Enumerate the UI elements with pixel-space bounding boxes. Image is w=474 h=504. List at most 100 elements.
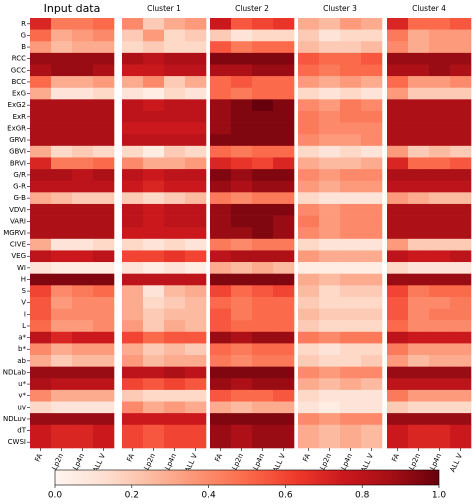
heatmap-cell	[72, 110, 94, 123]
heatmap-cell	[72, 389, 94, 402]
y-tick-label: V	[21, 299, 26, 307]
heatmap-cell	[210, 343, 232, 356]
heatmap-cell	[185, 64, 207, 77]
heatmap-cell	[387, 180, 409, 193]
heatmap-cell	[51, 331, 73, 344]
heatmap-cell	[185, 436, 207, 449]
heatmap-cell	[273, 41, 295, 54]
x-tick-label: Lp4n	[72, 452, 87, 471]
heatmap-cell	[185, 273, 207, 286]
heatmap-cell	[450, 413, 472, 426]
heatmap-cell	[122, 215, 144, 228]
heatmap-cell	[361, 378, 383, 391]
y-tick-label: v*	[18, 392, 26, 400]
heatmap-cell	[51, 320, 73, 333]
heatmap-cell	[185, 366, 207, 379]
heatmap-cell	[30, 262, 52, 274]
heatmap-cell	[231, 262, 253, 274]
heatmap-cell	[361, 250, 383, 263]
heatmap-cell	[30, 413, 52, 426]
heatmap-cell	[122, 192, 144, 205]
heatmap-cell	[340, 366, 362, 379]
heatmap-cell	[319, 64, 341, 77]
heatmap-cell	[143, 355, 165, 367]
heatmap-cell	[93, 227, 115, 240]
heatmap-cell	[122, 169, 144, 182]
heatmap-cell	[231, 308, 253, 321]
heatmap-cell	[408, 320, 430, 333]
y-tick-label: NDLuv	[3, 415, 26, 423]
heatmap-cell	[252, 203, 274, 216]
heatmap-cell	[51, 64, 73, 77]
heatmap-cell	[51, 192, 73, 205]
heatmap-cell	[408, 76, 430, 89]
heatmap-cell	[319, 366, 341, 379]
heatmap-cell	[30, 308, 52, 321]
y-tick-label: VEG	[11, 252, 26, 260]
heatmap-cell	[450, 320, 472, 333]
x-tick-label: Lp2n	[408, 452, 423, 471]
heatmap-cell	[361, 262, 383, 274]
heatmap-cell	[361, 413, 383, 426]
heatmap-cell	[450, 18, 472, 30]
heatmap-cell	[93, 122, 115, 135]
heatmap-cell	[93, 378, 115, 391]
heatmap-cell	[252, 99, 274, 112]
heatmap-cell	[252, 308, 274, 321]
heatmap-cell	[231, 110, 253, 123]
heatmap-cell	[72, 29, 94, 42]
heatmap-cell	[340, 320, 362, 333]
heatmap-cell	[185, 331, 207, 344]
heatmap-cell	[210, 122, 232, 135]
heatmap-cell	[387, 413, 409, 426]
y-tick-label: R	[21, 20, 26, 28]
colorbar-tick-label: 1.0	[432, 491, 447, 501]
heatmap-cell	[408, 262, 430, 274]
heatmap-cell	[122, 41, 144, 54]
heatmap-cell	[164, 366, 186, 379]
heatmap-cell	[387, 87, 409, 100]
y-tick-label: G-B	[13, 194, 26, 202]
heatmap-cell	[340, 18, 362, 30]
heatmap-cell	[429, 29, 451, 42]
heatmap-cell	[298, 215, 320, 228]
heatmap-cell	[93, 145, 115, 158]
heatmap-cell	[231, 52, 253, 65]
heatmap-cell	[298, 308, 320, 321]
heatmap-cell	[387, 320, 409, 333]
heatmap-cell	[185, 413, 207, 426]
heatmap-cell	[51, 401, 73, 414]
x-tick-label: Lp4n	[340, 452, 355, 471]
heatmap-cell	[252, 134, 274, 147]
heatmap-cell	[72, 343, 94, 356]
heatmap-cell	[252, 401, 274, 414]
heatmap-cell	[429, 169, 451, 182]
heatmap-cell	[164, 29, 186, 42]
heatmap-cell	[429, 192, 451, 205]
heatmap-cell	[30, 389, 52, 402]
heatmap-cell	[340, 355, 362, 367]
heatmap-cell	[361, 355, 383, 367]
heatmap-cell	[450, 145, 472, 158]
heatmap-cell	[361, 366, 383, 379]
y-tick-label: u*	[18, 380, 26, 388]
heatmap-cell	[252, 343, 274, 356]
heatmap-cell	[450, 52, 472, 65]
heatmap-cell	[450, 238, 472, 251]
heatmap-cell	[93, 250, 115, 263]
heatmap-cell	[252, 413, 274, 426]
heatmap-cell	[185, 41, 207, 54]
heatmap-cell	[319, 134, 341, 147]
heatmap-cell	[450, 227, 472, 240]
heatmap-cell	[72, 169, 94, 182]
x-tick-label: ALL V	[449, 452, 465, 473]
heatmap-cell	[273, 145, 295, 158]
heatmap-cell	[30, 238, 52, 251]
heatmap-cell	[122, 134, 144, 147]
heatmap-cell	[298, 192, 320, 205]
heatmap-cell	[340, 227, 362, 240]
heatmap-cell	[340, 424, 362, 437]
heatmap-cell	[273, 18, 295, 30]
heatmap-cell	[429, 389, 451, 402]
heatmap-cell	[210, 76, 232, 89]
